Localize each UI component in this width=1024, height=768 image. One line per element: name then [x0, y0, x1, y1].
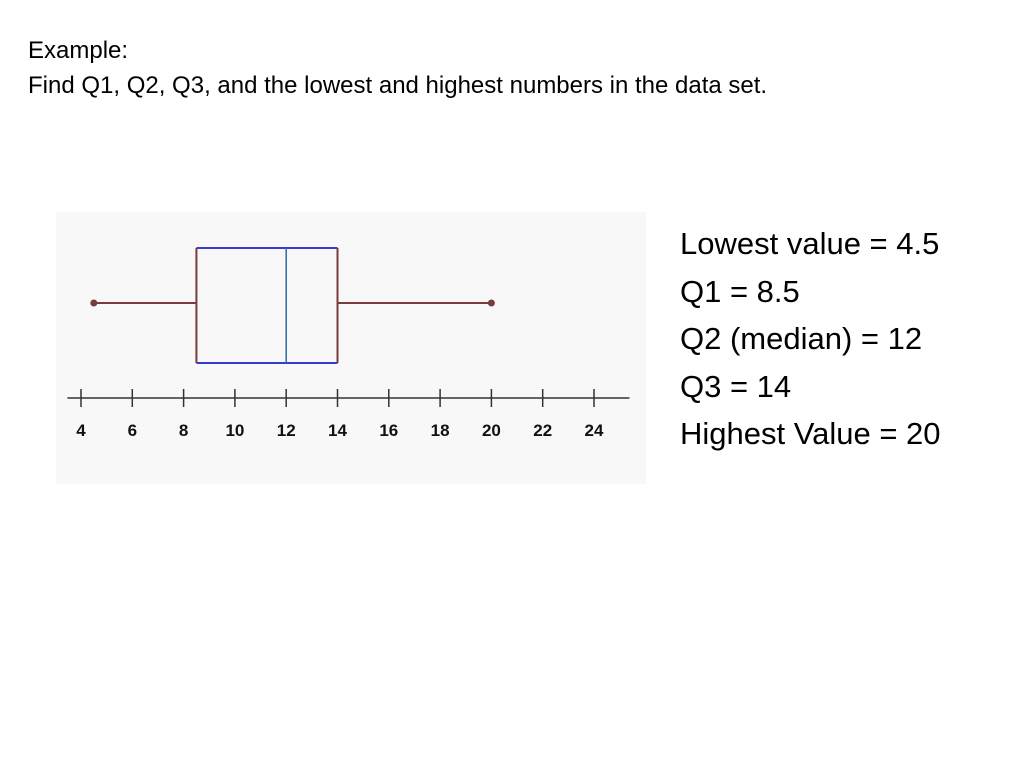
x-tick-label: 8 [179, 421, 188, 440]
answer-q1: Q1 = 8.5 [680, 273, 800, 309]
x-tick-label: 14 [328, 421, 347, 440]
answer-q3: Q3 = 14 [680, 368, 792, 404]
x-tick-label: 16 [379, 421, 398, 440]
heading-label: Example: [28, 37, 129, 64]
max-point [487, 299, 495, 307]
x-tick-label: 22 [533, 421, 552, 440]
box-plot-chart: 4 6 8 10 12 14 16 18 20 22 24 [67, 247, 630, 440]
x-tick-label: 18 [431, 421, 450, 440]
answers-list: Lowest value = 4.5 Q1 = 8.5 Q2 (median) … [680, 220, 941, 458]
slide-heading: Example: Find Q1, Q2, Q3, and the lowest… [28, 34, 767, 104]
answer-highest: Highest Value = 20 [680, 416, 941, 451]
x-tick-label: 12 [277, 421, 296, 440]
x-tick-label: 10 [225, 421, 244, 440]
question-text: Find Q1, Q2, Q3, and the lowest and high… [28, 71, 768, 99]
x-tick-label: 20 [482, 421, 501, 440]
box-plot-panel: 4 6 8 10 12 14 16 18 20 22 24 [56, 212, 646, 484]
x-tick-label: 4 [76, 421, 86, 440]
x-tick-label: 24 [585, 421, 604, 440]
answer-q2: Q2 (median) = 12 [680, 321, 923, 356]
min-point [90, 299, 98, 307]
answer-lowest: Lowest value = 4.5 [680, 226, 940, 261]
x-tick-label: 6 [128, 421, 137, 440]
